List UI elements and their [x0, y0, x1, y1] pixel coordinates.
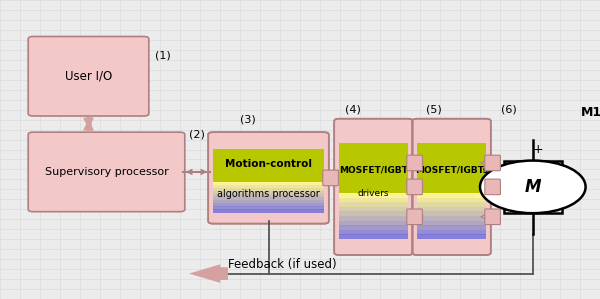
- Bar: [417, 193, 486, 198]
- Bar: [339, 193, 408, 198]
- Text: Feedback (if used): Feedback (if used): [227, 258, 337, 271]
- Bar: [339, 230, 408, 235]
- Bar: [213, 209, 324, 213]
- FancyArrow shape: [189, 264, 228, 283]
- Bar: [213, 188, 324, 191]
- Bar: [339, 198, 408, 203]
- Bar: [213, 191, 324, 194]
- Text: (4): (4): [345, 104, 361, 114]
- Text: +: +: [532, 143, 543, 156]
- Bar: [339, 144, 408, 193]
- Bar: [417, 144, 486, 193]
- Bar: [417, 234, 486, 239]
- FancyBboxPatch shape: [407, 155, 422, 171]
- FancyBboxPatch shape: [485, 155, 500, 171]
- Bar: [213, 197, 324, 200]
- Text: algorithms processor: algorithms processor: [217, 188, 320, 199]
- Bar: [339, 216, 408, 221]
- Bar: [213, 182, 324, 185]
- Bar: [213, 194, 324, 197]
- Text: MOSFET/IGBTs: MOSFET/IGBTs: [415, 165, 488, 174]
- FancyBboxPatch shape: [407, 179, 422, 195]
- Bar: [213, 149, 324, 182]
- FancyBboxPatch shape: [485, 209, 500, 225]
- Text: MOSFET/IGBT: MOSFET/IGBT: [339, 165, 408, 174]
- FancyBboxPatch shape: [334, 119, 413, 255]
- FancyBboxPatch shape: [28, 36, 149, 116]
- Text: (2): (2): [189, 129, 205, 140]
- Circle shape: [480, 161, 586, 213]
- Bar: [339, 221, 408, 226]
- Bar: [417, 211, 486, 216]
- FancyBboxPatch shape: [407, 209, 422, 225]
- Bar: [213, 185, 324, 188]
- Bar: [339, 202, 408, 207]
- Bar: [417, 202, 486, 207]
- Bar: [339, 234, 408, 239]
- Bar: [213, 200, 324, 204]
- FancyBboxPatch shape: [412, 119, 491, 255]
- Text: (6): (6): [501, 104, 517, 114]
- FancyBboxPatch shape: [208, 132, 329, 224]
- Bar: [417, 221, 486, 226]
- Bar: [417, 198, 486, 203]
- FancyBboxPatch shape: [323, 170, 338, 186]
- FancyBboxPatch shape: [28, 132, 185, 212]
- Bar: [417, 207, 486, 212]
- Text: (5): (5): [426, 104, 442, 114]
- Text: Motion-control: Motion-control: [225, 159, 312, 169]
- Bar: [339, 225, 408, 230]
- Bar: [213, 206, 324, 210]
- Text: M: M: [524, 178, 541, 196]
- FancyBboxPatch shape: [485, 179, 500, 195]
- Bar: [417, 230, 486, 235]
- Text: drivers: drivers: [358, 189, 389, 198]
- Text: (3): (3): [240, 115, 256, 125]
- Text: Supervisory processor: Supervisory processor: [44, 167, 169, 177]
- Bar: [339, 207, 408, 212]
- Text: M1: M1: [581, 106, 600, 119]
- Bar: [339, 211, 408, 216]
- Bar: [213, 203, 324, 207]
- Text: (1): (1): [155, 50, 170, 60]
- Bar: [417, 225, 486, 230]
- Text: User I/O: User I/O: [65, 70, 112, 83]
- Bar: [417, 216, 486, 221]
- Bar: [504, 161, 562, 213]
